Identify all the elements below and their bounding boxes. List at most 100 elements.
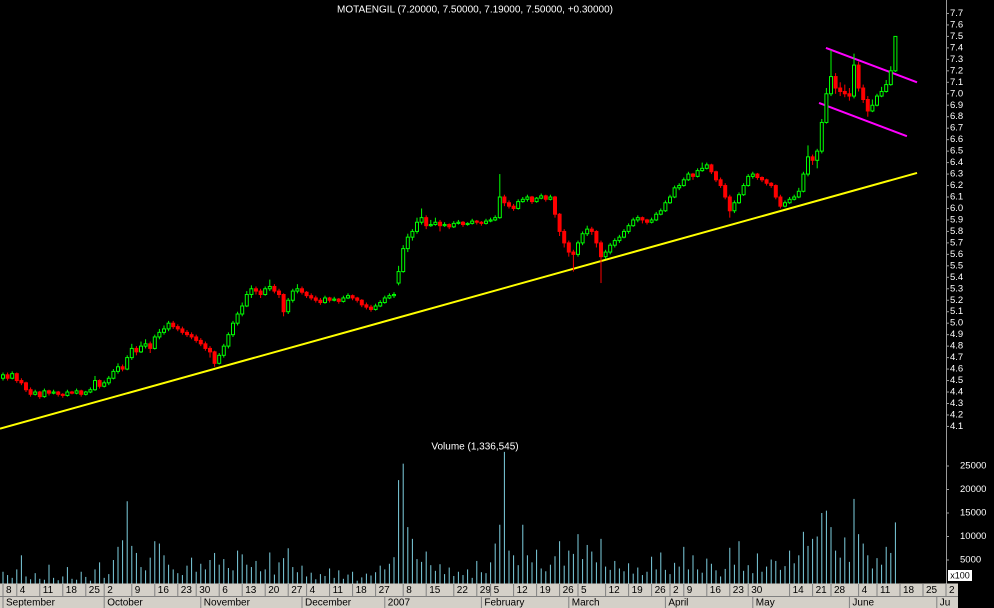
x-tick-label: 14 (793, 585, 805, 596)
candle-body (203, 343, 208, 349)
candle-body (272, 285, 277, 292)
x-tick-label: 4 (20, 585, 26, 596)
candle-body (612, 240, 617, 246)
candle-body (373, 305, 378, 310)
candle-body (649, 219, 654, 223)
x-tick-label: 5 (581, 585, 587, 596)
y-tick-label: 4.7 (950, 352, 963, 363)
x-tick-label: 2 (949, 585, 955, 596)
candle-body (60, 393, 65, 396)
candle-body (405, 236, 410, 250)
candle-body (874, 95, 879, 106)
candle-body (115, 366, 120, 372)
candle-body (861, 87, 866, 101)
unit-label: x100 (950, 570, 970, 580)
candle-body (401, 248, 406, 273)
y-tick-label: 5.8 (950, 226, 963, 237)
candle-body (249, 288, 254, 296)
candle-body (433, 221, 438, 226)
x-tick-label: 11 (333, 585, 344, 596)
y-tick-label: 6.3 (950, 169, 963, 180)
y-tick-label: 5.0 (950, 318, 963, 329)
candle-body (83, 391, 88, 395)
y-tick-label: 5000 (960, 555, 981, 566)
candle-body (295, 288, 300, 292)
candle-body (396, 271, 401, 284)
candle-body (378, 302, 383, 307)
candle-body (750, 173, 755, 177)
y-tick-label: 6.0 (950, 203, 963, 214)
y-tick-label: 7.0 (950, 88, 963, 99)
month-label: 2007 (388, 598, 411, 608)
candle-body (654, 213, 659, 221)
candle-body (746, 175, 751, 187)
candle-body (359, 299, 364, 306)
candle-body (594, 230, 599, 244)
candle-body (718, 179, 723, 187)
candle-body (189, 334, 194, 338)
candle-body (46, 390, 51, 394)
month-label: September (6, 598, 56, 608)
candle-body (677, 185, 682, 189)
y-tick-label: 7.3 (950, 54, 963, 65)
candle-body (414, 221, 419, 232)
candle-body (640, 217, 645, 221)
candle-body (304, 291, 309, 297)
candle-body (815, 150, 820, 161)
y-tick-label: 6.4 (950, 157, 963, 168)
candle-body (589, 228, 594, 232)
x-tick-label: 29 (480, 585, 492, 596)
candle-body (258, 290, 263, 296)
candle-body (465, 222, 470, 226)
candle-body (644, 219, 649, 223)
candle-body (336, 298, 341, 302)
y-tick-label: 6.9 (950, 100, 963, 111)
candle-body (447, 224, 452, 228)
candle-body (562, 230, 567, 244)
candle-body (488, 219, 493, 222)
y-tick-label: 5.2 (950, 295, 963, 306)
candle-body (138, 345, 143, 353)
candle-body (0, 374, 5, 379)
y-tick-label: 6.2 (950, 180, 963, 191)
y-tick-label: 5.5 (950, 260, 963, 271)
y-tick-label: 25000 (960, 461, 986, 472)
candle-body (787, 198, 792, 204)
candle-body (801, 173, 806, 192)
x-tick-label: 26 (655, 585, 667, 596)
candle-body (667, 196, 672, 204)
candle-body (704, 164, 709, 169)
candle-body (332, 298, 337, 301)
candle-body (773, 185, 778, 198)
candle-body (286, 299, 291, 313)
candle-body (198, 339, 203, 345)
candle-body (180, 328, 185, 333)
x-tick-label: 26 (563, 585, 575, 596)
x-tick-label: 21 (816, 585, 828, 596)
candle-body (842, 90, 847, 95)
y-tick-label: 7.1 (950, 77, 963, 88)
x-tick-label: 9 (687, 585, 693, 596)
candle-body (148, 343, 153, 349)
candle-body (5, 374, 10, 379)
month-label: March (572, 598, 600, 608)
y-tick-label: 7.6 (950, 19, 963, 30)
candle-body (479, 221, 484, 224)
candle-body (391, 294, 396, 297)
candle-body (111, 370, 116, 379)
candle-body (585, 228, 590, 235)
candle-body (226, 334, 231, 347)
candle-body (387, 295, 392, 299)
candle-body (428, 224, 433, 227)
x-tick-label: 12 (609, 585, 621, 596)
candle-body (442, 224, 447, 227)
candle-body (580, 233, 585, 244)
candle-body (19, 380, 24, 384)
candle-body (727, 196, 732, 212)
y-tick-label: 5.6 (950, 249, 963, 260)
y-tick-label: 6.6 (950, 134, 963, 145)
x-tick-label: 30 (751, 585, 763, 596)
candle-body (290, 290, 295, 301)
y-tick-label: 7.4 (950, 42, 963, 53)
x-tick-label: 11 (43, 585, 54, 596)
